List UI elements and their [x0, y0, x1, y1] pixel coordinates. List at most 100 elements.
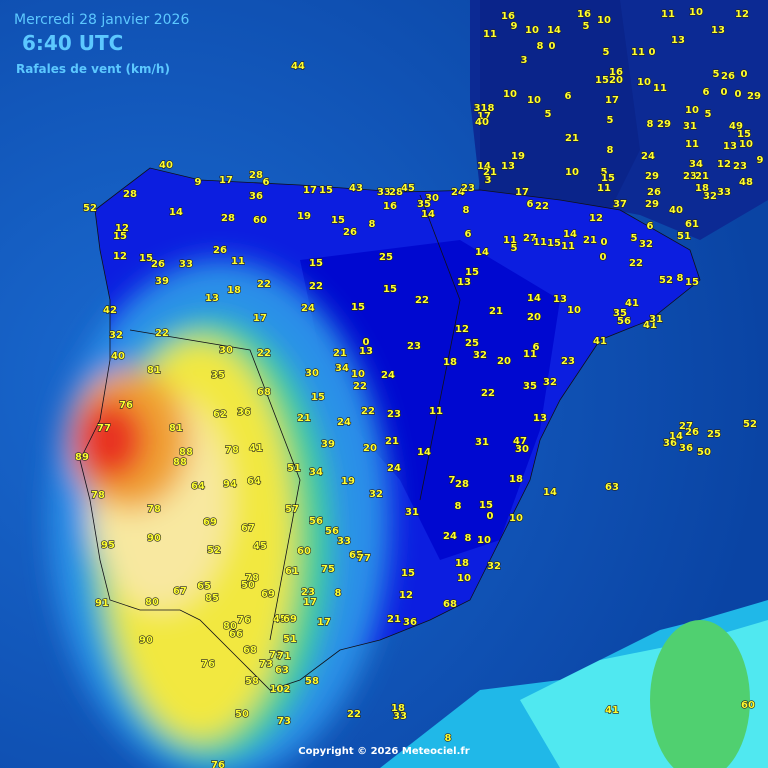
- station-value: 8: [463, 205, 470, 216]
- station-value: 20: [527, 312, 541, 323]
- station-value: 15: [309, 258, 323, 269]
- station-value: 41: [605, 705, 619, 716]
- station-value: 34: [335, 363, 349, 374]
- station-value: 95: [101, 540, 115, 551]
- station-value: 29: [645, 171, 659, 182]
- station-value: 16: [501, 11, 515, 22]
- station-value: 11: [429, 406, 443, 417]
- station-value: 14: [421, 209, 435, 220]
- station-value: 12: [115, 223, 129, 234]
- station-value: 18: [227, 285, 241, 296]
- station-value: 17: [317, 617, 331, 628]
- station-value: 6: [465, 229, 472, 240]
- station-value: 26: [343, 227, 357, 238]
- station-value: 32: [473, 350, 487, 361]
- station-value: 15: [479, 500, 493, 511]
- station-value: 5: [603, 47, 610, 58]
- station-value: 17: [219, 175, 233, 186]
- iberia-core: [300, 240, 560, 560]
- station-value: 23: [387, 409, 401, 420]
- station-value: 81: [169, 423, 183, 434]
- station-value: 31: [475, 437, 489, 448]
- station-value: 94: [223, 479, 237, 490]
- station-value: 21: [489, 306, 503, 317]
- station-value: 13: [553, 294, 567, 305]
- station-value: 56: [325, 526, 339, 537]
- station-value: 15: [351, 302, 365, 313]
- station-value: 21: [385, 436, 399, 447]
- station-value: 5: [631, 233, 638, 244]
- station-value: 60: [253, 215, 267, 226]
- station-value: 12: [399, 590, 413, 601]
- station-value: 24: [451, 187, 465, 198]
- station-value: 11: [561, 241, 575, 252]
- station-value: 31: [405, 507, 419, 518]
- station-value: 5: [511, 243, 518, 254]
- station-value: 22: [629, 258, 643, 269]
- wind-zone: [75, 400, 145, 480]
- station-value: 56: [309, 516, 323, 527]
- station-value: 43: [349, 183, 363, 194]
- station-value: 17: [303, 597, 317, 608]
- station-value: 11: [533, 237, 547, 248]
- station-value: 11: [685, 139, 699, 150]
- station-value: 14: [477, 161, 491, 172]
- station-value: 0: [363, 337, 370, 348]
- station-value: 14: [563, 229, 577, 240]
- station-value: 22: [155, 328, 169, 339]
- station-value: 6: [647, 221, 654, 232]
- station-value: 52: [659, 275, 673, 286]
- station-value: 90: [139, 635, 153, 646]
- station-value: 0: [549, 41, 556, 52]
- station-value: 13: [457, 277, 471, 288]
- station-value: 33: [717, 187, 731, 198]
- station-value: 30: [305, 368, 319, 379]
- station-value: 8: [465, 533, 472, 544]
- station-value: 5: [545, 109, 552, 120]
- station-value: 26: [213, 245, 227, 256]
- station-value: 14: [543, 487, 557, 498]
- station-value: 26: [685, 427, 699, 438]
- station-value: 24: [387, 463, 401, 474]
- station-value: 12: [589, 213, 603, 224]
- station-value: 26: [647, 187, 661, 198]
- station-value: 91: [95, 598, 109, 609]
- station-value: 12: [113, 251, 127, 262]
- station-value: 23: [733, 161, 747, 172]
- station-value: 8: [369, 219, 376, 230]
- station-value: 78: [147, 504, 161, 515]
- station-value: 15: [401, 568, 415, 579]
- station-value: 8: [445, 733, 452, 744]
- station-value: 10: [509, 513, 523, 524]
- borders: [79, 167, 701, 691]
- station-value: 63: [275, 665, 289, 676]
- station-value: 60: [297, 546, 311, 557]
- station-value: 76: [211, 760, 225, 768]
- station-value: 61: [285, 566, 299, 577]
- station-value: 10: [351, 369, 365, 380]
- station-value: 40: [111, 351, 125, 362]
- station-value: 21: [695, 171, 709, 182]
- station-value: 40: [475, 117, 489, 128]
- station-value: 11: [523, 349, 537, 360]
- station-value: 21: [387, 614, 401, 625]
- station-value: 68: [257, 387, 271, 398]
- station-value: 15: [331, 215, 345, 226]
- station-value: 65: [349, 550, 363, 561]
- station-value: 69: [261, 589, 275, 600]
- station-value: 30: [515, 444, 529, 455]
- station-value: 65: [197, 581, 211, 592]
- station-value: 22: [347, 709, 361, 720]
- station-value: 13: [533, 413, 547, 424]
- station-value: 51: [677, 231, 691, 242]
- station-value: 26: [721, 71, 735, 82]
- station-value: 28: [123, 189, 137, 200]
- station-value: 18: [455, 558, 469, 569]
- station-value: 18: [391, 703, 405, 714]
- station-value: 15: [685, 277, 699, 288]
- station-value: 51: [287, 463, 301, 474]
- station-value: 32: [703, 191, 717, 202]
- station-value: 21: [297, 413, 311, 424]
- station-value: 6: [263, 177, 270, 188]
